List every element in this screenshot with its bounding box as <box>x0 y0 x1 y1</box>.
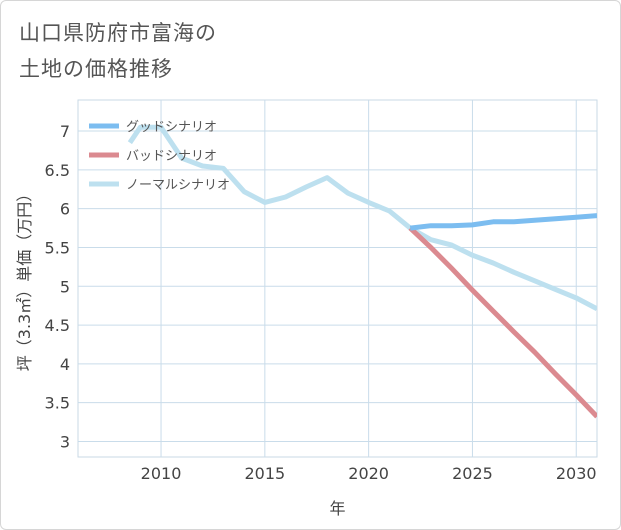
x-axis-title: 年 <box>329 499 345 518</box>
legend-label: グッドシナリオ <box>126 120 217 135</box>
legend-label: バッドシナリオ <box>126 149 217 164</box>
chart-title: 山口県防府市富海の 土地の価格推移 <box>19 15 217 87</box>
series-line-normal <box>127 124 597 312</box>
y-tick-label: 3 <box>60 432 70 451</box>
y-axis-title: 坪（3.3㎡）単価（万円） <box>15 186 34 371</box>
y-tick-label: 6 <box>60 200 70 219</box>
axis-layer: 2010 2015 2020 2025 2030 3 3.5 4 4.5 5 5.5 6 6.5 7 年 坪（… <box>15 122 597 518</box>
series-line-bad <box>408 226 597 419</box>
y-tick-label: 3.5 <box>45 394 70 413</box>
x-tick-label: 2015 <box>244 464 285 483</box>
y-tick-label: 7 <box>60 122 70 141</box>
y-tick-label: 6.5 <box>45 161 70 180</box>
x-tick-label: 2030 <box>556 464 597 483</box>
legend-label: ノーマルシナリオ <box>126 178 230 193</box>
chart-title-line-1: 山口県防府市富海の <box>19 21 217 45</box>
x-tick-label: 2010 <box>141 464 182 483</box>
y-tick-label: 5 <box>60 277 70 296</box>
series-layer <box>127 124 597 419</box>
x-tick-label: 2020 <box>348 464 389 483</box>
y-tick-label: 4 <box>60 355 70 374</box>
x-tick-label: 2025 <box>452 464 493 483</box>
chart-title-line-2: 土地の価格推移 <box>19 57 173 81</box>
grid-layer <box>77 99 598 458</box>
y-tick-label: 4.5 <box>45 316 70 335</box>
series-line-good <box>409 213 597 231</box>
plot-frame <box>77 99 598 458</box>
y-tick-label: 5.5 <box>45 238 70 257</box>
